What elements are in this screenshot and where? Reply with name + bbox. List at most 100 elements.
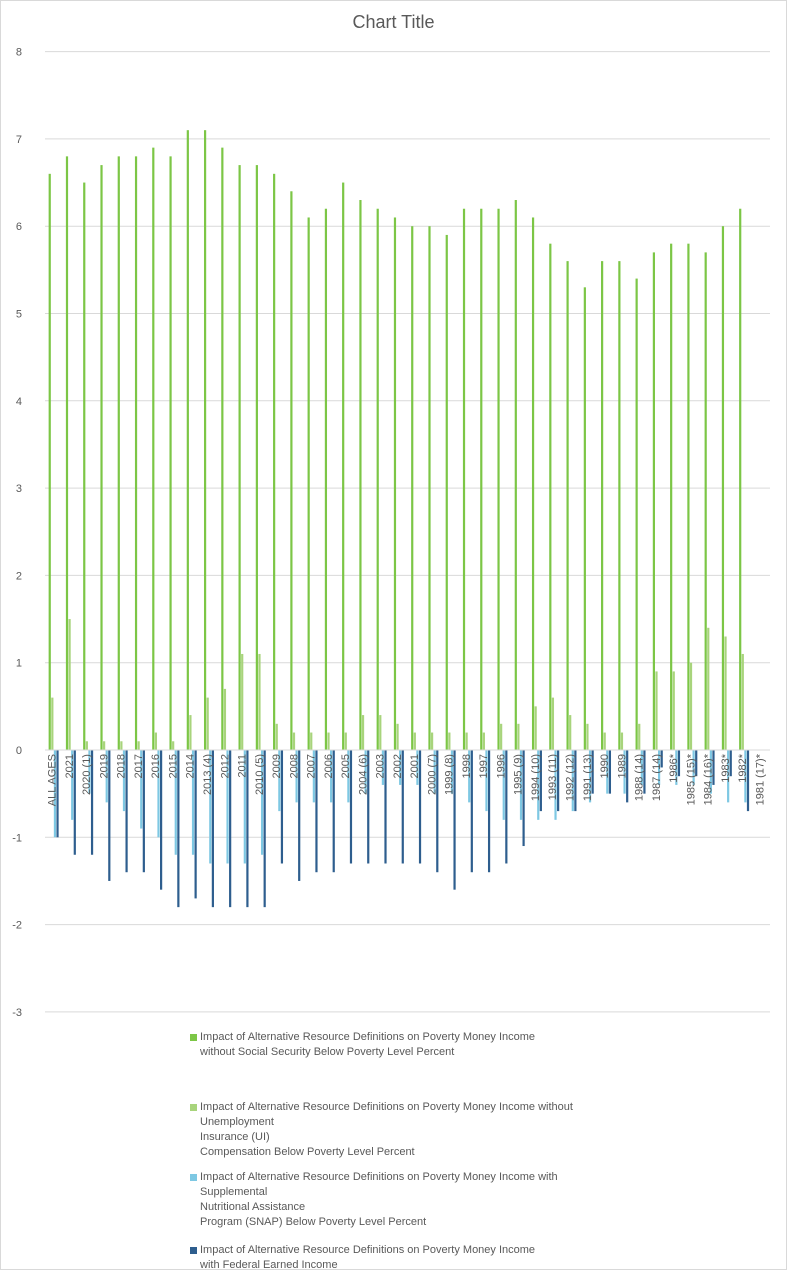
legend-item: Impact of Alternative Resource Definitio…: [190, 1100, 573, 1160]
bar: [519, 750, 523, 820]
bar: [675, 750, 678, 785]
bar: [497, 208, 500, 751]
bar: [620, 732, 624, 750]
x-tick-label: 1987 (14): [651, 754, 663, 801]
bar: [557, 750, 560, 812]
bar: [522, 750, 525, 847]
bar: [120, 741, 123, 750]
x-tick-label: 1996: [495, 754, 507, 778]
bar: [660, 750, 663, 768]
bar: [428, 226, 431, 750]
bar: [68, 619, 71, 750]
bar: [211, 750, 214, 908]
x-tick-label: 2009: [271, 754, 283, 778]
bar: [73, 750, 76, 855]
bar: [157, 750, 160, 838]
bar: [260, 750, 264, 855]
bar: [430, 732, 434, 750]
x-tick-label: 2001: [409, 754, 421, 778]
bar: [393, 217, 397, 751]
bar: [103, 741, 106, 750]
bar: [258, 653, 261, 750]
y-tick-label: -2: [12, 920, 22, 932]
bar: [243, 750, 246, 864]
bar: [226, 750, 229, 864]
bar: [453, 750, 456, 890]
bar: [117, 156, 120, 751]
bar: [551, 697, 555, 750]
y-tick-label: -1: [12, 832, 22, 844]
x-tick-label: 1994 (10): [530, 754, 542, 801]
x-tick-label: 1995 (9): [513, 754, 525, 795]
bar-chart: -3 -2 -1 0 1 2 3 4 5 6 7 8 ALL AGES 2021 2020 (1) 2019 2…: [12, 47, 770, 1019]
bar: [531, 217, 535, 751]
bar: [514, 200, 517, 750]
legend-swatch: [190, 1174, 197, 1181]
bar: [125, 750, 128, 873]
bar: [608, 750, 612, 794]
bar: [635, 278, 638, 750]
bar: [436, 750, 439, 873]
chart-title: Chart Title: [352, 12, 435, 32]
bar: [433, 750, 436, 794]
bar: [709, 750, 712, 794]
bar: [411, 226, 414, 750]
bar: [626, 750, 629, 803]
bar: [169, 156, 172, 751]
bar: [445, 234, 448, 750]
x-tick-label: 1988 (14): [634, 754, 646, 801]
bar: [172, 741, 175, 750]
bar: [549, 243, 552, 750]
bar: [487, 750, 491, 873]
bar: [238, 165, 241, 751]
bar: [327, 732, 330, 750]
x-tick-label: 2010 (5): [254, 754, 266, 795]
bar: [448, 732, 451, 750]
x-tick-label: 1985 (15)*: [685, 753, 697, 805]
bar: [571, 750, 574, 812]
bar: [727, 750, 730, 803]
bar: [312, 750, 315, 803]
bar: [344, 732, 347, 750]
bar: [194, 750, 197, 899]
bar: [689, 662, 693, 750]
x-tick-label: 2021: [64, 754, 76, 778]
bar: [502, 750, 505, 820]
bar: [88, 750, 91, 794]
bar: [569, 715, 572, 750]
y-tick-label: 2: [16, 570, 22, 582]
bar: [692, 750, 695, 785]
bar: [468, 750, 471, 803]
bar: [601, 261, 604, 750]
x-tick-label: 2013 (4): [202, 754, 214, 795]
bar: [603, 732, 606, 750]
legend-label: Impact of Alternative Resource Definitio…: [200, 1031, 536, 1058]
bar: [746, 750, 750, 812]
bar: [330, 750, 333, 803]
bar: [657, 750, 661, 785]
x-tick-label: 2018: [116, 754, 128, 778]
bar: [379, 715, 382, 750]
bar: [401, 750, 404, 864]
bar: [152, 147, 155, 750]
x-tick-label: 1997: [478, 754, 490, 778]
bar: [517, 723, 520, 750]
bar: [140, 750, 143, 829]
bar: [462, 208, 466, 751]
bar: [292, 732, 296, 750]
bar: [315, 750, 318, 873]
x-tick-label: 1982*: [737, 753, 749, 782]
bar: [273, 173, 276, 750]
bar: [349, 750, 353, 864]
bar: [51, 697, 54, 750]
bar: [721, 226, 725, 750]
bar: [643, 750, 646, 794]
bar: [416, 750, 419, 785]
bar: [324, 208, 328, 751]
bar: [534, 706, 537, 750]
x-tick-label: 1992 (12): [564, 754, 576, 801]
bar: [586, 723, 589, 750]
x-tick-label: 2006: [323, 754, 335, 778]
bar: [255, 165, 258, 751]
x-tick-label: 2012: [219, 754, 231, 778]
